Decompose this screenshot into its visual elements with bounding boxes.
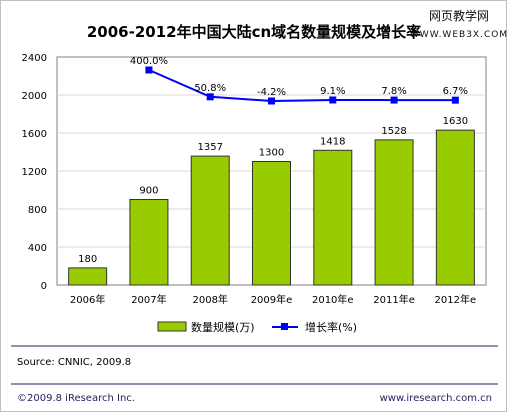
growth-value-label: 7.8% bbox=[381, 86, 406, 97]
growth-value-label: 9.1% bbox=[320, 86, 345, 97]
bar-value-label: 1300 bbox=[259, 148, 284, 159]
growth-line-series bbox=[145, 66, 459, 105]
bar-value-label: 900 bbox=[139, 186, 158, 197]
bar bbox=[68, 267, 108, 286]
bar-series bbox=[68, 129, 475, 286]
bar-value-label: 1630 bbox=[443, 116, 468, 127]
legend-line-label: 增长率(%) bbox=[305, 320, 357, 334]
x-tick-label: 2007年 bbox=[131, 293, 166, 306]
x-tick-label: 2011年e bbox=[373, 293, 415, 306]
bar bbox=[374, 139, 414, 286]
website-text: www.iresearch.com.cn bbox=[380, 393, 492, 404]
x-tick-label: 2012年e bbox=[435, 293, 477, 306]
growth-line bbox=[148, 69, 456, 103]
bar bbox=[435, 129, 475, 286]
growth-value-label: -4.2% bbox=[257, 87, 286, 98]
growth-marker bbox=[390, 96, 398, 104]
growth-marker bbox=[145, 66, 153, 74]
chart-title: 2006-2012年中国大陆cn域名数量规模及增长率 bbox=[87, 23, 421, 41]
growth-value-label: 400.0% bbox=[130, 56, 168, 67]
legend-bar-swatch bbox=[157, 321, 187, 332]
x-tick-label: 2006年 bbox=[70, 293, 105, 306]
x-axis-ticks: 2006年 2007年 2008年 2009年e 2010年e 2011年e 2012年e bbox=[70, 293, 476, 306]
y-axis-ticks: 0 400 800 1200 1600 2000 2400 bbox=[22, 53, 47, 292]
copyright-text: ©2009.8 iResearch Inc. bbox=[17, 393, 135, 404]
x-tick-label: 2010年e bbox=[312, 293, 354, 306]
growth-marker bbox=[206, 93, 214, 101]
bar bbox=[190, 155, 230, 286]
y-tick-label: 800 bbox=[28, 205, 47, 216]
y-tick-label: 1200 bbox=[22, 167, 47, 178]
x-tick-label: 2009年e bbox=[251, 293, 293, 306]
watermark-line1: 网页教学网 bbox=[429, 8, 489, 23]
legend-line-marker bbox=[281, 323, 288, 330]
x-tick-label: 2008年 bbox=[192, 293, 227, 306]
bar-value-label: 1528 bbox=[381, 126, 406, 137]
plot-area: 0 400 800 1200 1600 2000 2400 180 900 1357 1300 14… bbox=[22, 53, 487, 306]
bar-labels: 180 900 1357 1300 1418 1528 1630 bbox=[78, 116, 468, 265]
growth-marker bbox=[268, 97, 275, 105]
growth-marker bbox=[451, 96, 459, 104]
y-tick-label: 2400 bbox=[22, 53, 47, 64]
y-tick-label: 1600 bbox=[22, 129, 47, 140]
y-tick-label: 400 bbox=[28, 243, 47, 254]
bar bbox=[129, 199, 169, 286]
bar bbox=[313, 149, 353, 286]
growth-marker bbox=[329, 96, 337, 104]
growth-value-label: 6.7% bbox=[443, 86, 468, 97]
bar-value-label: 1357 bbox=[197, 142, 222, 153]
bar-value-label: 1418 bbox=[320, 136, 345, 147]
legend-bar-label: 数量规模(万) bbox=[191, 320, 255, 334]
source-text: Source: CNNIC, 2009.8 bbox=[17, 357, 131, 368]
growth-value-label: 50.8% bbox=[194, 83, 226, 94]
growth-labels: 400.0% 50.8% -4.2% 9.1% 7.8% 6.7% bbox=[130, 56, 468, 98]
legend: 数量规模(万) 增长率(%) bbox=[157, 320, 357, 334]
bar-value-label: 180 bbox=[78, 254, 97, 265]
watermark-line2: WWW.WEB3X.COM bbox=[410, 30, 507, 40]
y-tick-label: 0 bbox=[41, 281, 47, 292]
bar bbox=[252, 161, 291, 286]
y-tick-label: 2000 bbox=[22, 91, 47, 102]
